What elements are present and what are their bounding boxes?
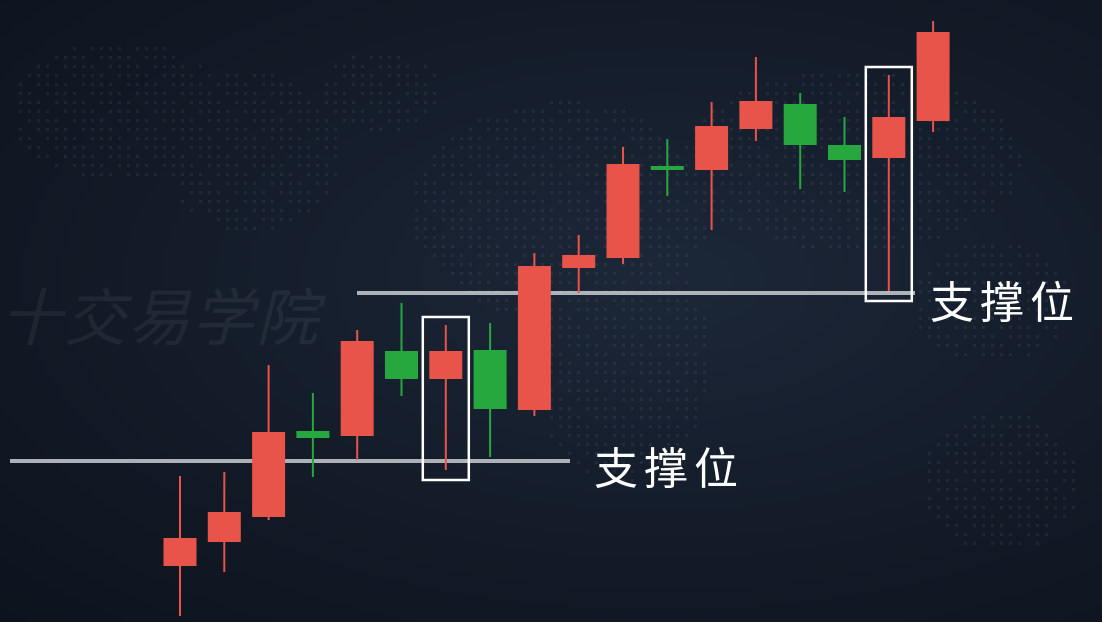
candle-body [340, 341, 374, 436]
candle-body [650, 166, 684, 170]
candle-body [828, 145, 861, 160]
candle-body [916, 32, 950, 121]
candle-body [517, 266, 551, 410]
candlestick-5 [340, 330, 374, 460]
candlestick-13 [695, 102, 729, 230]
support-level-label: 支撑位 [930, 278, 1080, 329]
support-level-label: 支撑位 [594, 444, 744, 495]
candlestick-18 [916, 21, 950, 132]
candle-body [296, 431, 330, 438]
highlight-box [864, 65, 914, 303]
candlestick-15 [783, 93, 817, 189]
candlestick-17 [872, 75, 906, 291]
watermark-text: 十交易学院 [0, 282, 321, 355]
candlestick-6 [385, 303, 418, 396]
candle-body [606, 164, 640, 258]
candle-body [695, 126, 729, 170]
candlestick-3 [252, 365, 286, 520]
candlestick-11 [606, 147, 640, 264]
candlestick-9 [517, 253, 551, 416]
candle-body [473, 350, 507, 409]
candle-body [163, 538, 197, 566]
candle-body [385, 351, 418, 379]
candlestick-1 [163, 476, 197, 616]
candlestick-14 [739, 57, 773, 141]
candle-body [252, 432, 286, 517]
candle-body [562, 255, 596, 268]
candle-body [872, 117, 906, 158]
candle-body [783, 104, 817, 145]
candlestick-8 [473, 323, 507, 457]
candlestick-2 [207, 472, 241, 572]
candlestick-16 [828, 117, 861, 192]
candle-body [739, 101, 773, 129]
candlestick-7 [429, 325, 463, 470]
candlestick-10 [562, 235, 596, 293]
candlestick-4 [296, 393, 330, 477]
candlestick-12 [650, 139, 684, 196]
candle-body [207, 512, 241, 542]
highlight-box [421, 315, 471, 482]
candle-body [429, 351, 463, 379]
